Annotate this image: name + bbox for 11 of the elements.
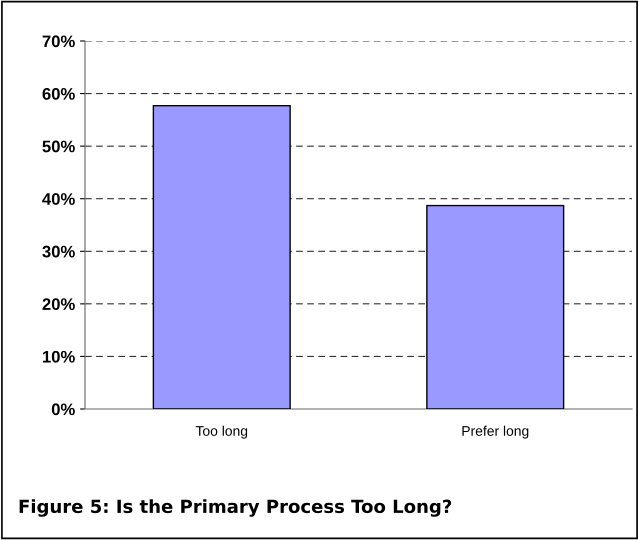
text: Figure 5: Is the Primary Process Too Long? xyxy=(20,499,452,517)
y-tick-label: 10% xyxy=(42,350,75,363)
y-tick-label: 40% xyxy=(42,193,75,205)
y-tick-label: 50% xyxy=(42,140,75,152)
x-tick-label: Prefer long xyxy=(462,426,528,439)
y-tick-label: 0% xyxy=(52,403,75,416)
y-tick-label: 20% xyxy=(42,298,75,310)
y-tick-label: 60% xyxy=(42,88,75,100)
y-tick-label: 30% xyxy=(42,246,75,258)
x-tick-label: Too long xyxy=(196,426,248,439)
y-tick-label: 70% xyxy=(42,35,75,48)
